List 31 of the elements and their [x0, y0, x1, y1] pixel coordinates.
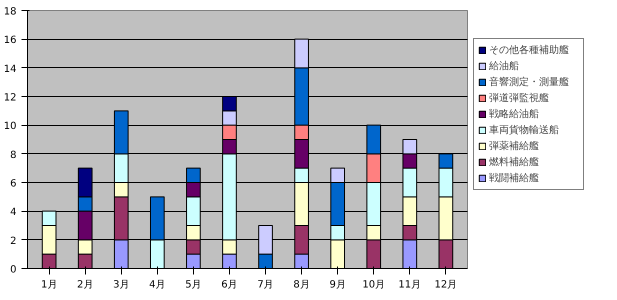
legend-label: 給油船	[489, 60, 520, 73]
legend-label: 車両貨物輸送船	[489, 124, 560, 137]
y-tick-label: 4	[10, 207, 17, 218]
x-tick-label: 3月	[113, 280, 130, 290]
x-tick-label: 9月	[329, 280, 346, 290]
y-tick-label: 8	[10, 150, 17, 161]
legend-label: 弾薬補給艦	[489, 140, 540, 153]
x-tick-label: 5月	[185, 280, 202, 290]
x-tick-label: 4月	[149, 280, 166, 290]
y-tick-label: 18	[4, 6, 17, 18]
y-tick-label: 14	[4, 64, 17, 75]
x-tick-label: 7月	[257, 280, 274, 290]
y-tick-label: 6	[10, 178, 17, 190]
x-tick-label: 11月	[398, 280, 422, 290]
x-tick-label: 2月	[77, 280, 94, 290]
y-tick-label: 0	[10, 264, 17, 276]
legend-label: 音響測定・測量艦	[489, 76, 570, 89]
legend-label: 弾道弾監視艦	[489, 92, 550, 105]
legend-label: 燃料補給艦	[489, 156, 540, 169]
y-tick-label: 10	[4, 121, 17, 132]
x-tick-label: 8月	[293, 280, 310, 290]
legend-label: 戦闘補給艦	[489, 172, 540, 185]
y-tick-label: 16	[4, 35, 17, 46]
x-tick-label: 1月	[40, 280, 58, 290]
legend-label: その他各種補助艦	[489, 44, 570, 57]
x-tick-label: 12月	[434, 280, 458, 290]
legend-label: 戦略給油船	[489, 108, 540, 121]
x-tick-label: 6月	[221, 280, 238, 290]
y-tick-label: 2	[10, 236, 17, 247]
y-tick-label: 12	[4, 92, 17, 104]
x-tick-label: 10月	[362, 280, 386, 290]
